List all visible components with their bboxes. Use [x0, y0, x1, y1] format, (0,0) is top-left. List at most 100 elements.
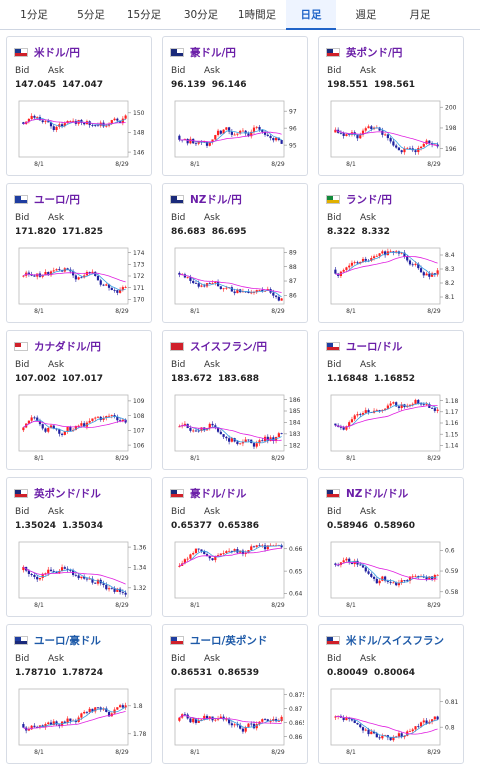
price-chart[interactable]: 1.18 1.17 1.16 1.15 1.14 8/1 8/29 [326, 391, 460, 467]
rate-card[interactable]: NZドル/ドル Bid Ask 0.58946 0.58960 0.6 0.59 0.58 8/… [318, 477, 464, 617]
tab-5[interactable]: 日足 [286, 0, 336, 30]
y-tick-label: 1.17 [445, 409, 459, 416]
pair-name[interactable]: ユーロ/円 [34, 193, 80, 206]
rate-card[interactable]: 英ポンド/円 Bid Ask 198.551 198.561 200 198 196 8/1 8/… [318, 36, 464, 176]
tab-0[interactable]: 1分足 [20, 9, 48, 21]
pair-name[interactable]: スイスフラン/円 [190, 340, 268, 353]
candle-body [342, 133, 345, 136]
rate-card[interactable]: 米ドル/円 Bid Ask 147.045 147.047 150 148 146 8/1 8/2… [6, 36, 152, 176]
price-chart[interactable]: 0.81 0.8 8/1 8/29 [326, 685, 460, 761]
price-chart[interactable]: 109 108 107 106 8/1 8/29 [14, 391, 148, 467]
pair-name[interactable]: ユーロ/英ポンド [190, 634, 268, 647]
pair-title[interactable]: 米ドル/円 [14, 45, 80, 59]
rate-card[interactable]: 豪ドル/ドル Bid Ask 0.65377 0.65386 0.66 0.65 0.64 8/… [162, 477, 308, 617]
ask-label: Ask [48, 360, 65, 370]
tab-3[interactable]: 30分足 [183, 9, 219, 21]
price-chart[interactable]: 186 185 184 183 182 8/1 8/29 [170, 391, 304, 467]
price-chart[interactable]: 8.4 8.3 8.2 8.1 8/1 8/29 [326, 244, 460, 320]
candle-body [370, 258, 373, 261]
rate-card[interactable]: 豪ドル/円 Bid Ask 96.139 96.146 97 96 95 8/1 8/29 [162, 36, 308, 176]
candle-body [27, 118, 31, 122]
price-chart[interactable]: 1.8 1.78 8/1 8/29 [14, 685, 148, 761]
price-chart[interactable]: 200 198 196 8/1 8/29 [326, 97, 460, 173]
rate-card[interactable]: ユーロ/ドル Bid Ask 1.16848 1.16852 1.18 1.17 1.16 1.… [318, 330, 464, 470]
tab-2[interactable]: 15分足 [126, 9, 162, 21]
candle-body [38, 116, 42, 121]
pair-name[interactable]: 英ポンド/ドル [34, 487, 101, 500]
bid-ask-labels: Bid Ask [15, 654, 81, 664]
rate-card[interactable]: ユーロ/円 Bid Ask 171.820 171.825 174 173 172 171 170… [6, 183, 152, 323]
pair-name[interactable]: ユーロ/豪ドル [34, 634, 101, 647]
candle-body [266, 436, 269, 442]
pair-title[interactable]: スイスフラン/円 [170, 339, 267, 353]
rate-card[interactable]: カナダドル/円 Bid Ask 107.002 107.017 109 108 107 106 8… [6, 330, 152, 470]
price-chart[interactable]: 0.875 0.87 0.865 0.86 8/1 8/29 [170, 685, 304, 761]
ask-label: Ask [360, 507, 377, 517]
candle-body [225, 436, 228, 439]
candle-body [63, 431, 66, 435]
candle-body [378, 253, 381, 256]
price-chart[interactable]: 150 148 146 8/1 8/29 [14, 97, 148, 173]
tab-4[interactable]: 1時間足 [237, 9, 277, 21]
pair-title[interactable]: NZドル/ドル [326, 486, 408, 500]
price-chart[interactable]: 1.36 1.34 1.32 8/1 8/29 [14, 538, 148, 614]
candle-body [280, 139, 283, 144]
candle-body [430, 273, 434, 277]
rate-card[interactable]: ランド/円 Bid Ask 8.322 8.332 8.4 8.3 8.2 8.1 8/1 8/29 [318, 183, 464, 323]
pair-title[interactable]: 豪ドル/円 [170, 45, 236, 59]
candle-body [233, 438, 236, 442]
tab-6[interactable]: 週足 [355, 9, 377, 21]
pair-title[interactable]: NZドル/円 [170, 192, 242, 206]
pair-name[interactable]: NZドル/ドル [346, 487, 409, 500]
pair-name[interactable]: 豪ドル/ドル [190, 487, 247, 500]
price-chart[interactable]: 0.66 0.65 0.64 8/1 8/29 [170, 538, 304, 614]
candle-body [417, 148, 420, 153]
candle-body [403, 148, 406, 153]
rate-card[interactable]: ユーロ/豪ドル Bid Ask 1.78710 1.78724 1.8 1.78 8/1 8/2… [6, 624, 152, 764]
candle-body [417, 399, 420, 404]
candle-body [66, 568, 69, 571]
rate-card[interactable]: NZドル/円 Bid Ask 86.683 86.695 89 88 87 86 8/1 8/29 [162, 183, 308, 323]
bid-label: Bid [15, 213, 30, 223]
pair-title[interactable]: 米ドル/スイスフラン [326, 633, 444, 647]
rate-card[interactable]: ユーロ/英ポンドBidAsk0.865310.865390.8750.870.8… [162, 624, 308, 764]
price-chart[interactable]: 89 88 87 86 8/1 8/29 [170, 244, 304, 320]
price-chart[interactable]: 174 173 172 171 170 8/1 8/29 [14, 244, 148, 320]
pair-title[interactable]: 豪ドル/ドル [170, 486, 246, 500]
bid-ask-labels: Bid Ask [171, 654, 237, 664]
candle-body [200, 719, 203, 721]
tab-1[interactable]: 5分足 [77, 9, 105, 21]
price-chart[interactable]: 0.6 0.59 0.58 8/1 8/29 [326, 538, 460, 614]
candle-body [192, 553, 195, 555]
pair-name[interactable]: 英ポンド/円 [346, 46, 403, 59]
ask-label: Ask [204, 213, 221, 223]
pair-title[interactable]: ユーロ/英ポンド [170, 633, 267, 647]
price-chart[interactable]: 97 96 95 8/1 8/29 [170, 97, 304, 173]
pair-title[interactable]: ユーロ/ドル [326, 339, 402, 353]
pair-name[interactable]: ランド/円 [346, 193, 392, 206]
candle-body [425, 720, 428, 724]
pair-title[interactable]: 英ポンド/円 [326, 45, 402, 59]
pair-title[interactable]: ランド/円 [326, 192, 392, 206]
rate-card[interactable]: 英ポンド/ドル Bid Ask 1.35024 1.35034 1.36 1.34 1.32 8… [6, 477, 152, 617]
pair-name[interactable]: 米ドル/円 [34, 46, 80, 59]
candle-body [74, 425, 77, 430]
za-flag-icon [326, 194, 340, 204]
pair-name[interactable]: NZドル/円 [190, 193, 242, 206]
pair-title[interactable]: 英ポンド/ドル [14, 486, 101, 500]
pair-name[interactable]: 米ドル/スイスフラン [346, 634, 445, 647]
chart-frame [18, 394, 129, 452]
candle-body [261, 440, 264, 442]
pair-title[interactable]: ユーロ/豪ドル [14, 633, 101, 647]
pair-name[interactable]: 豪ドル/円 [190, 46, 236, 59]
pair-title[interactable]: カナダドル/円 [14, 339, 101, 353]
rate-card[interactable]: 米ドル/スイスフラン Bid Ask 0.80049 0.80064 0.81 0.8 8/1… [318, 624, 464, 764]
rate-card[interactable]: スイスフラン/円 Bid Ask 183.672 183.688 186 185 184 183… [162, 330, 308, 470]
candle-body [386, 134, 389, 139]
tab-7[interactable]: 月足 [409, 9, 431, 21]
pair-name[interactable]: ユーロ/ドル [346, 340, 403, 353]
candle-body [247, 439, 250, 441]
pair-name[interactable]: カナダドル/円 [34, 340, 101, 353]
candle-body [417, 263, 420, 269]
pair-title[interactable]: ユーロ/円 [14, 192, 80, 206]
